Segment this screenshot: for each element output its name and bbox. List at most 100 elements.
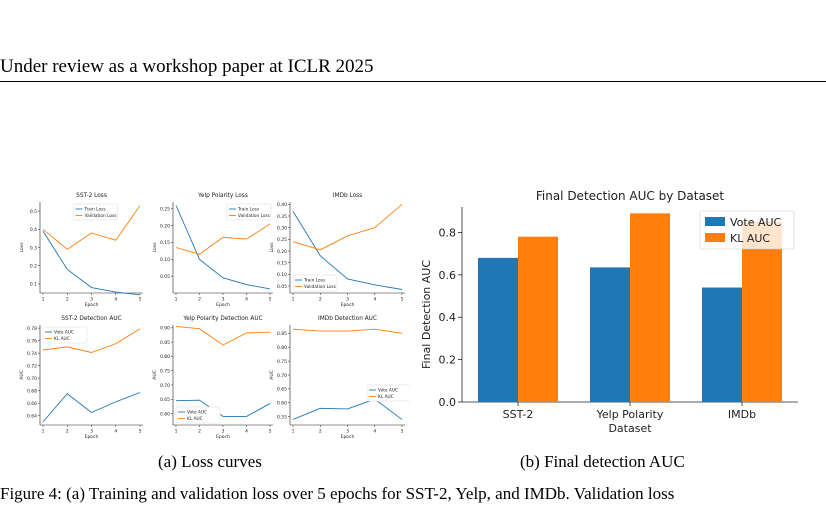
y-tick-label: 0.80	[160, 354, 170, 360]
legend-label: KL AUC	[730, 232, 770, 245]
loss-curves-figure: SST-2 Loss 0.1 0.2 0.3 0.4 0.5 1 2 3 4 5 Epoch Loss T…	[19, 193, 410, 440]
line-panel-4: SST-2 Detection AUC 0.64 0.66 0.68 0.70 0.72 0…	[19, 316, 143, 440]
legend-label: Train Loss	[84, 207, 107, 213]
legend-label: KL AUC	[378, 394, 394, 400]
bar-kl-auc	[742, 221, 782, 402]
legend-swatch	[705, 217, 725, 226]
legend-label: Train Loss	[237, 207, 260, 213]
x-tick-label: SST-2	[503, 408, 534, 421]
y-tick-label: 0.20	[277, 249, 287, 255]
bar-chart-group: Final Detection AUC by Dataset 0.0 0.2 0.4 0…	[420, 189, 798, 435]
chart-title: Final Detection AUC by Dataset	[536, 189, 725, 203]
y-tick-label: 0.55	[277, 414, 287, 420]
y-tick-label: 0.2	[439, 354, 457, 367]
bar-vote-auc	[702, 287, 742, 402]
x-tick-label: 5	[401, 297, 404, 303]
header-rule	[0, 81, 826, 82]
x-tick-label: 4	[245, 297, 248, 303]
x-tick-label: 5	[269, 297, 272, 303]
y-tick-label: 0.8	[439, 226, 457, 239]
series-line-b	[42, 328, 141, 353]
panel-title: IMDb Detection AUC	[318, 316, 377, 322]
y-tick-label: 0.72	[27, 363, 37, 369]
y-tick-label: 0.76	[27, 338, 37, 344]
y-tick-label: 0.4	[30, 227, 37, 233]
panel-title: IMDb Loss	[333, 193, 362, 199]
x-tick-label: 5	[139, 429, 142, 435]
y-tick-label: 0.6	[439, 269, 457, 282]
y-tick-label: 0.75	[277, 359, 287, 365]
y-tick-label: 0.60	[277, 401, 287, 407]
x-tick-label: 3	[222, 429, 225, 435]
y-tick-label: 0.2	[30, 264, 37, 270]
y-tick-label: 0.30	[277, 225, 287, 231]
bar-legend: Vote AUC KL AUC	[699, 210, 795, 250]
y-axis-label: Loss	[19, 242, 25, 253]
x-tick-label: 2	[319, 297, 322, 303]
x-axis-label: Epoch	[341, 434, 355, 440]
legend-swatch	[705, 233, 725, 242]
running-header: Under review as a workshop paper at ICLR…	[0, 56, 374, 77]
line-panel-1: SST-2 Loss 0.1 0.2 0.3 0.4 0.5 1 2 3 4 5 Epoch Loss T…	[19, 193, 143, 308]
y-axis-label: AUC	[152, 370, 158, 380]
legend-label: Train Loss	[303, 278, 326, 284]
x-tick-label: 1	[175, 429, 178, 435]
y-axis-label: Loss	[269, 242, 275, 253]
legend-box	[292, 274, 338, 292]
y-axis-label: AUC	[269, 370, 275, 380]
y-tick-label: 0.1	[30, 282, 37, 288]
y-tick-label: 0.05	[160, 274, 170, 280]
x-tick-label: 3	[90, 429, 93, 435]
x-tick-label: IMDb	[728, 408, 756, 421]
series-line-b	[42, 205, 141, 250]
y-tick-label: 0.75	[160, 369, 170, 375]
legend-box	[175, 406, 221, 424]
legend-box	[366, 384, 410, 402]
caption-loss-curves: (a) Loss curves	[158, 452, 262, 471]
x-tick-label: Yelp Polarity	[596, 408, 664, 421]
series-line-a	[175, 399, 271, 417]
legend-box	[226, 203, 272, 221]
line-panel-2: Yelp Polarity Loss 0.05 0.10 0.15 0.20 0.25 1 2…	[152, 193, 273, 308]
legend-label: Validation Loss	[238, 213, 271, 219]
x-tick-label: 2	[66, 297, 69, 303]
legend-label: Validation Loss	[304, 284, 337, 290]
x-tick-label: 1	[175, 297, 178, 303]
y-tick-label: 0.10	[160, 257, 170, 263]
x-tick-label: 1	[42, 297, 45, 303]
y-tick-label: 0.5	[30, 209, 37, 215]
x-tick-label: 4	[114, 297, 117, 303]
series-line-a	[42, 392, 141, 423]
series-line-b	[175, 325, 271, 346]
y-tick-label: 0.60	[160, 411, 170, 417]
y-tick-label: 0.80	[277, 345, 287, 351]
x-tick-label: 4	[373, 429, 376, 435]
line-panel-6: IMDb Detection AUC 0.55 0.60 0.65 0.70 0.75 0.…	[269, 316, 410, 440]
y-tick-label: 0.20	[160, 223, 170, 229]
legend-label: KL AUC	[187, 416, 203, 422]
x-axis-label: Epoch	[85, 302, 99, 308]
legend-label: KL AUC	[54, 336, 70, 342]
y-tick-label: 0.65	[160, 397, 170, 403]
caption-final-auc: (b) Final detection AUC	[520, 452, 685, 471]
y-tick-label: 0.66	[27, 401, 37, 407]
legend-label: Vote AUC	[187, 410, 207, 416]
x-tick-label: 3	[346, 429, 349, 435]
x-tick-label: 5	[401, 429, 404, 435]
bar-vote-auc	[590, 267, 630, 402]
x-tick-label: 1	[292, 429, 295, 435]
y-tick-label: 0.25	[160, 207, 170, 213]
x-axis-label: Dataset	[608, 422, 652, 435]
panel-title: SST-2 Loss	[76, 193, 107, 199]
series-line-a	[292, 211, 403, 290]
x-tick-label: 3	[222, 297, 225, 303]
y-tick-label: 0.74	[27, 351, 37, 357]
y-tick-label: 0.70	[160, 383, 170, 389]
series-line-b	[175, 223, 271, 255]
x-tick-label: 1	[42, 429, 45, 435]
y-tick-label: 0.15	[277, 260, 287, 266]
